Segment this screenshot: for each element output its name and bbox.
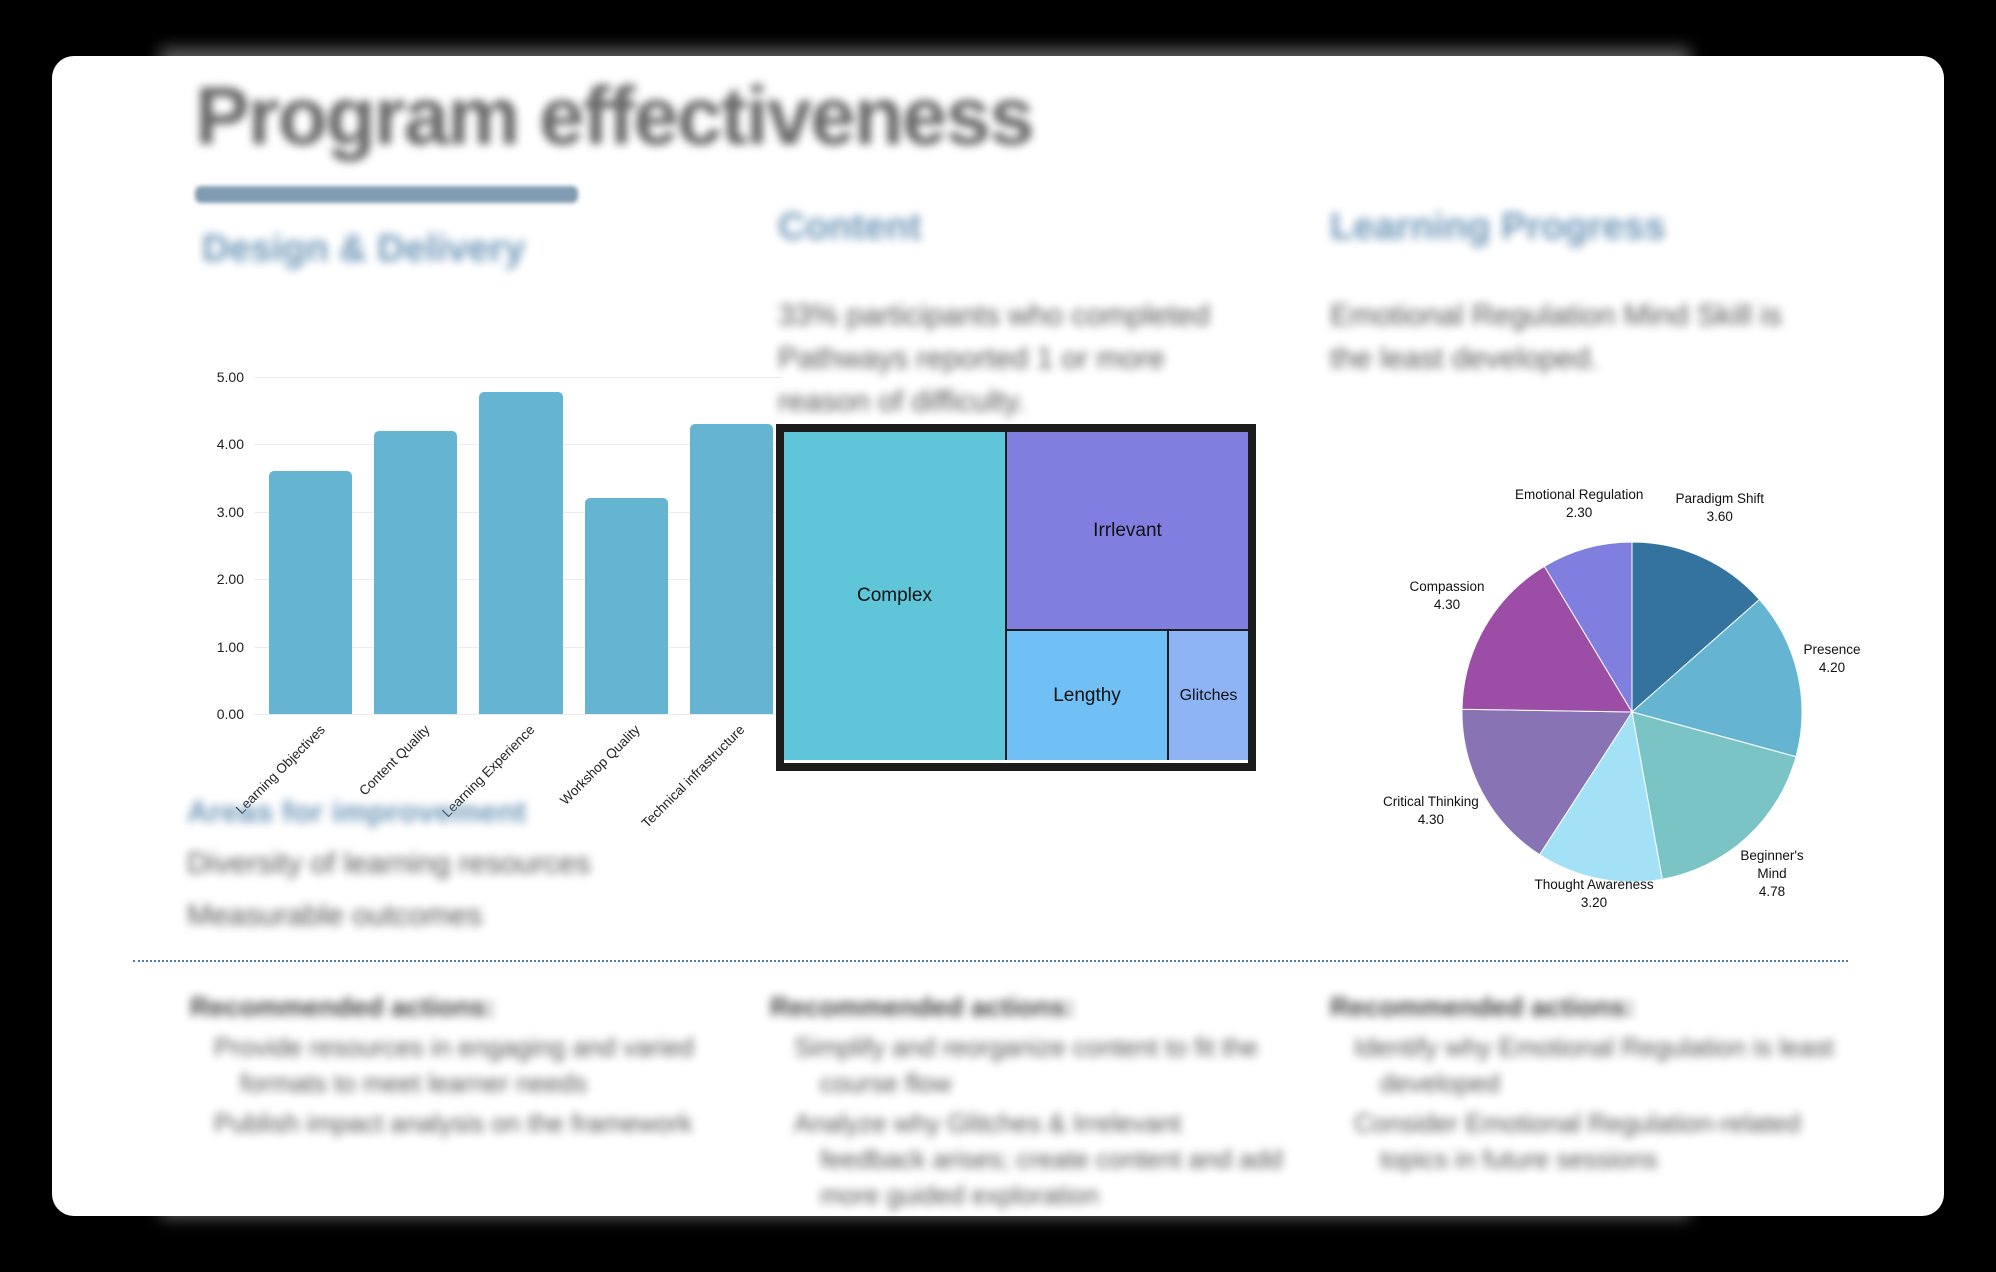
bar <box>479 391 563 714</box>
bar <box>689 424 773 714</box>
title-underline <box>195 186 578 203</box>
pie-label-value: 4.30 <box>1433 597 1461 612</box>
recommendations-title: Recommended actions: <box>770 992 1075 1022</box>
recommendations-column-3: Recommended actions: Identify why Emotio… <box>1330 992 1850 1181</box>
pie-data-label: Compassion 4.30 <box>1410 578 1485 614</box>
recommendation-item: Provide resources in engaging and varied… <box>214 1032 694 1098</box>
treemap-cell-label: Irrlevant <box>1093 519 1162 541</box>
pie-slice <box>1631 541 1761 714</box>
pie-label-name: Critical Thinking <box>1383 794 1479 809</box>
y-axis-tick-label: 2.00 <box>216 571 244 588</box>
pie-data-label: Emotional Regulation 2.30 <box>1515 486 1643 522</box>
pie-data-label: Critical Thinking 4.30 <box>1383 793 1479 829</box>
pie-data-label: Beginner's Mind 4.78 <box>1732 847 1812 901</box>
pie-label-value: 3.20 <box>1580 895 1608 910</box>
pie-slice <box>1630 598 1803 758</box>
pie-label-name: Beginner's Mind <box>1740 848 1804 881</box>
pie-label-value: 4.78 <box>1758 884 1786 899</box>
bar <box>584 498 668 714</box>
design-delivery-bar-chart: 0.00 1.00 2.00 3.00 4.00 5.00 Learning Objecti… <box>202 306 782 836</box>
pie-data-label: Paradigm Shift 3.60 <box>1676 490 1765 526</box>
pie-label-name: Paradigm Shift <box>1675 491 1765 506</box>
improvement-item: Measurable outcomes <box>187 899 483 932</box>
pie-label-value: 4.20 <box>1818 660 1846 675</box>
slide-card: Program effectiveness Design & Delivery … <box>52 56 1944 1216</box>
treemap-cell-lengthy: Lengthy <box>1007 631 1167 760</box>
recommendations-column-2: Recommended actions: Simplify and reorga… <box>770 992 1290 1216</box>
areas-for-improvement-heading: Areas for improvement <box>187 794 527 829</box>
pie-slice <box>1461 708 1633 856</box>
pie-label-name: Emotional Regulation <box>1515 487 1644 502</box>
treemap-cell-label: Complex <box>857 585 932 606</box>
gridline <box>254 377 782 378</box>
y-axis-tick-label: 0.00 <box>216 706 244 722</box>
pie-label-name: Thought Awareness <box>1534 877 1654 892</box>
content-summary: 33% participants who completed Pathways … <box>778 299 1210 418</box>
y-axis-tick-label: 4.00 <box>216 436 244 453</box>
page-title: Program effectiveness <box>195 71 1035 162</box>
design-delivery-heading: Design & Delivery <box>202 228 526 270</box>
pie-label-value: 4.30 <box>1417 812 1445 827</box>
recommendation-item: Publish impact analysis on the framework <box>214 1108 693 1138</box>
bar <box>269 471 353 714</box>
treemap-cell-label: Glitches <box>1179 686 1238 704</box>
pie-data-label: Thought Awareness 3.20 <box>1535 876 1654 912</box>
pie-label-name: Presence <box>1803 642 1861 657</box>
x-axis-tick-label: Technical infrastructure <box>639 722 748 831</box>
treemap-bottom-edge <box>784 760 1248 763</box>
pie-slice <box>1461 565 1633 713</box>
y-axis-tick-label: 3.00 <box>216 503 244 520</box>
treemap-cell-label: Lengthy <box>1053 684 1121 706</box>
content-heading: Content <box>778 206 922 248</box>
section-divider <box>133 960 1848 962</box>
pie-data-label: Presence 4.20 <box>1804 641 1861 677</box>
pie-slice <box>1543 541 1633 714</box>
learning-progress-heading: Learning Progress <box>1330 206 1666 248</box>
pie-slice <box>1538 710 1663 883</box>
mind-skills-pie-chart: Paradigm Shift 3.60 Presence 4.20 Beginner's… <box>1292 436 1861 936</box>
treemap-cell-irrlevant: Irrlevant <box>1007 432 1248 629</box>
x-axis-tick-label: Workshop Quality <box>557 722 644 808</box>
recommendation-item: Simplify and reorganize content to fit t… <box>794 1032 1258 1098</box>
pie-label-value: 2.30 <box>1566 505 1593 520</box>
treemap-cell-glitches: Glitches <box>1169 631 1248 760</box>
recommendations-title: Recommended actions: <box>1330 992 1635 1022</box>
content-difficulty-treemap: Complex Irrlevant Lengthy Glitches <box>776 424 1256 771</box>
recommendations-title: Recommended actions: <box>190 992 495 1022</box>
learning-progress-summary: Emotional Regulation Mind Skill is the l… <box>1330 299 1782 375</box>
recommendation-item: Analyze why Glitches & Irrelevant feedba… <box>794 1108 1283 1210</box>
x-axis-tick-label: Content Quality <box>356 722 433 799</box>
gridline <box>254 714 782 715</box>
recommendation-item: Identify why Emotional Regulation is lea… <box>1354 1032 1834 1098</box>
y-axis-tick-label: 5.00 <box>216 369 244 385</box>
recommendations-column-1: Recommended actions: Provide resources i… <box>190 992 710 1145</box>
treemap-cell-complex: Complex <box>784 432 1005 760</box>
pie-slice <box>1631 711 1797 880</box>
improvement-item: Diversity of learning resources <box>187 847 591 880</box>
bar <box>374 430 458 714</box>
y-axis-tick-label: 1.00 <box>216 638 244 655</box>
pie-label-name: Compassion <box>1409 579 1485 594</box>
recommendation-item: Consider Emotional Regulation-related to… <box>1354 1108 1801 1174</box>
pie-label-value: 3.60 <box>1706 509 1733 524</box>
